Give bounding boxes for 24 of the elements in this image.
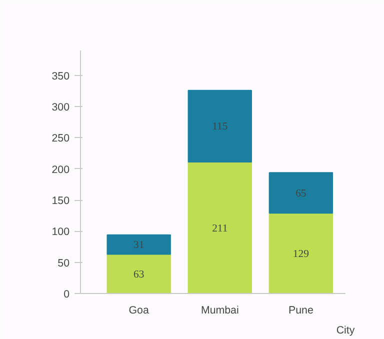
data-label: 63 — [134, 269, 144, 280]
y-tick-label: 150 — [52, 195, 70, 208]
y-tick-label: 200 — [52, 164, 70, 176]
y-tick-label: 0 — [64, 288, 70, 300]
data-label: 115 — [212, 122, 228, 133]
bar — [268, 212, 334, 294]
bar — [268, 172, 334, 214]
y-tick-label: 250 — [52, 132, 70, 145]
data-label: 31 — [134, 240, 144, 252]
y-tick-label: 300 — [52, 102, 70, 114]
data-label: 129 — [292, 248, 309, 260]
x-axis-title: City — [336, 324, 356, 336]
bar — [106, 234, 171, 255]
x-tick-label: Mumbai — [200, 304, 239, 316]
x-tick-label: Goa — [128, 304, 149, 316]
x-tick-label: Pune — [288, 304, 314, 316]
data-label: 65 — [296, 188, 306, 200]
y-tick-label: 50 — [58, 257, 70, 270]
y-tick-label: 100 — [52, 226, 70, 238]
y-tick-label: 350 — [52, 70, 70, 82]
bar — [106, 254, 171, 294]
data-label: 211 — [212, 223, 228, 234]
bar — [188, 90, 252, 163]
bar — [188, 162, 252, 294]
